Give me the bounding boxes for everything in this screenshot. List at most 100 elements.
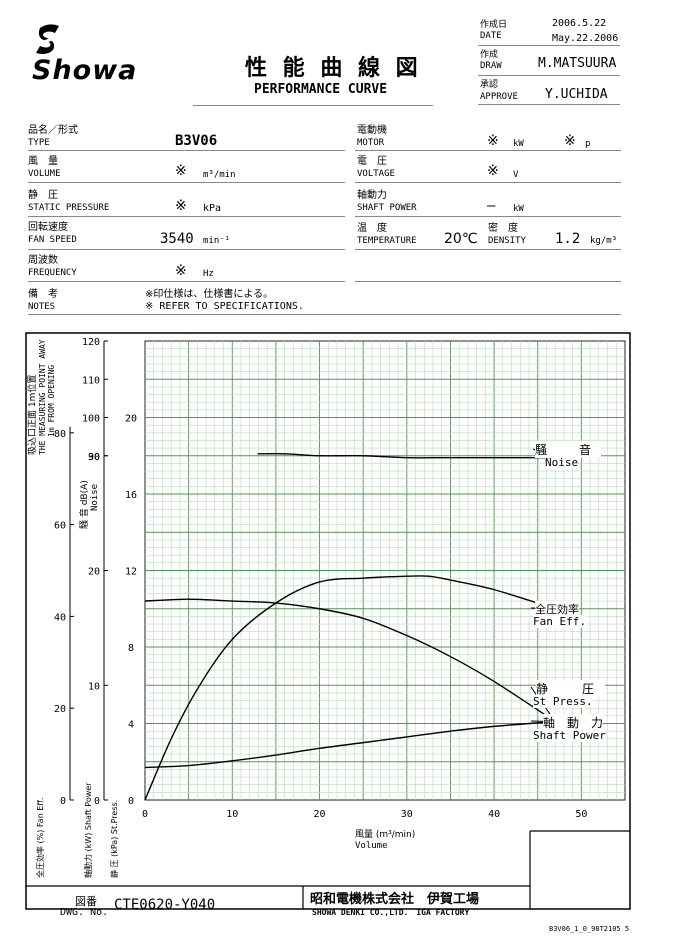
density-unit: kg/m³	[590, 236, 618, 246]
density-value: 1.2	[555, 231, 581, 247]
fan-eff-label-jp: 全圧効率	[535, 601, 579, 617]
st-press-tick-label: 12	[125, 567, 137, 578]
chart-series	[144, 448, 556, 801]
x-axis-label-jp: 風量 (m³/min)	[355, 830, 416, 840]
voltage-value: ※	[487, 163, 499, 179]
chart-frame	[25, 332, 631, 910]
volume-underline	[28, 182, 345, 183]
freq-unit: Hz	[203, 269, 214, 279]
measure-note-en-1: THE MEASURING POINT AWAY	[38, 339, 47, 455]
x-axis-label-en: Volume	[355, 841, 388, 851]
motor-label-jp: 電動機	[357, 125, 387, 136]
company-name-en: SHOWA DENKI CO.,LTD. IGA FACTORY	[312, 908, 470, 917]
shaft-power-tick-label: 20	[88, 567, 100, 578]
shaft-power-curve	[144, 720, 556, 769]
freq-label-en: FREQUENCY	[28, 268, 77, 278]
approve-label-en: APPROVE	[480, 92, 518, 102]
shaft-power-tick-label: 30	[88, 452, 100, 463]
noise-tick-label: 120	[82, 337, 100, 348]
company-name-jp: 昭和電機株式会社 伊賀工場	[310, 892, 480, 907]
speed-unit: min⁻¹	[203, 236, 231, 246]
st-press-axis-label: 静 圧 (kPa) St.Press.	[110, 799, 134, 878]
shaft-power-tick-label: 0	[94, 796, 100, 807]
speed-label-jp: 回転速度	[28, 222, 68, 233]
type-underline	[28, 150, 345, 151]
company-logo: Showa	[32, 22, 150, 92]
motor-p-value: ※	[564, 133, 576, 149]
x-tick-label: 40	[488, 809, 500, 820]
speed-underline	[28, 249, 345, 250]
notes-label-en: NOTES	[28, 302, 56, 312]
shaft-power-tick-label: 10	[88, 681, 100, 692]
x-tick-label: 0	[142, 809, 148, 820]
draw-label-en: DRAW	[480, 61, 502, 71]
voltage-label-jp: 電 圧	[357, 156, 387, 167]
motor-value: ※	[487, 133, 499, 149]
voltage-label-en: VOLTAGE	[357, 169, 395, 179]
fan-eff-axis-text: 全圧効率 (%) Fan Eff.	[36, 797, 45, 878]
type-label-en: TYPE	[28, 138, 50, 148]
noise-tick-label: 100	[82, 414, 100, 425]
volume-unit: m³/min	[203, 170, 236, 180]
st-press-axis-text: 静 圧 (kPa) St.Press.	[110, 799, 119, 878]
voltage-underline	[355, 182, 621, 183]
x-tick-label: 20	[314, 809, 326, 820]
freq-value: ※	[175, 263, 187, 279]
shaft-label-jp: 軸動力	[357, 190, 387, 201]
shaft-axis-text: 軸動力 (kW) Shaft Power	[84, 782, 93, 878]
pressure-unit: kPa	[203, 203, 222, 214]
fan-eff-axis-label: 全圧効率 (%) Fan Eff.	[36, 797, 60, 878]
shaft-axis-label: 軸動力 (kW) Shaft Power	[84, 782, 108, 878]
noise-curve	[257, 452, 556, 459]
fan-eff-tick-label: 20	[54, 704, 66, 715]
fan-eff-tick-label: 0	[60, 796, 66, 807]
speed-label-en: FAN SPEED	[28, 235, 77, 245]
notes-underline	[28, 314, 621, 315]
density-label-jp: 密 度	[488, 223, 518, 234]
notes-line-2: ※ REFER TO SPECIFICATIONS.	[145, 301, 304, 312]
noise-axis-label: 騒 音 dB(A) Noise	[80, 465, 104, 529]
fan-eff-curve	[144, 575, 556, 801]
motor-p-unit: p	[585, 139, 591, 149]
st-press-tick-label: 16	[125, 490, 137, 501]
x-tick-label: 10	[226, 809, 238, 820]
st-press-label-en: St Press.	[533, 695, 593, 708]
pressure-label-jp: 静 圧	[28, 190, 58, 201]
noise-label-jp: 騒 音	[535, 441, 602, 458]
measure-note: 吸込口正面 1m位置 THE MEASURING POINT AWAY 1m F…	[28, 339, 68, 455]
volume-label-en: VOLUME	[28, 169, 61, 179]
date-label-jp: 作成日	[480, 20, 508, 30]
date-jp: 2006.5.22	[552, 18, 607, 29]
draw-value: M.MATSUURA	[538, 56, 617, 71]
page-title-en: PERFORMANCE CURVE	[254, 82, 388, 97]
freq-underline	[28, 281, 345, 282]
date-label-en: DATE	[480, 31, 502, 41]
pressure-underline	[28, 216, 345, 217]
fan-eff-tick-label: 80	[54, 429, 66, 440]
temp-label-jp: 温 度	[357, 223, 387, 234]
dwg-label-jp: 図番	[75, 895, 97, 908]
fan-eff-tick-label: 60	[54, 521, 66, 532]
volume-value: ※	[175, 163, 187, 179]
notes-label-jp: 備 考	[28, 289, 58, 300]
st-press-label-jp: 静 圧	[536, 680, 606, 697]
motor-unit: kW	[513, 139, 524, 149]
type-label-jp: 品名／形式	[28, 125, 78, 136]
shaft-power-label-jp: 軸 動 力	[543, 714, 604, 731]
showa-logo-icon: Showa	[32, 24, 137, 86]
page-title-jp: 性 能 曲 線 図	[245, 56, 422, 81]
dwg-number: CTE0620-Y040	[114, 897, 216, 913]
logo-wordmark: Showa	[32, 55, 137, 86]
approve-label-jp: 承認	[480, 80, 499, 90]
date-underline	[478, 45, 620, 46]
dwg-label-en: DWG. No.	[60, 907, 109, 918]
type-value: B3V06	[175, 133, 218, 149]
shaft-underline	[355, 216, 621, 217]
measure-note-en-2: 1m FROM OPENING	[47, 364, 56, 437]
st-press-tick-label: 4	[128, 720, 134, 731]
noise-label-en: Noise	[545, 456, 579, 469]
x-tick-label: 30	[401, 809, 413, 820]
pressure-label-en: STATIC PRESSURE	[28, 203, 110, 213]
st-press-tick-label: 20	[125, 414, 137, 425]
